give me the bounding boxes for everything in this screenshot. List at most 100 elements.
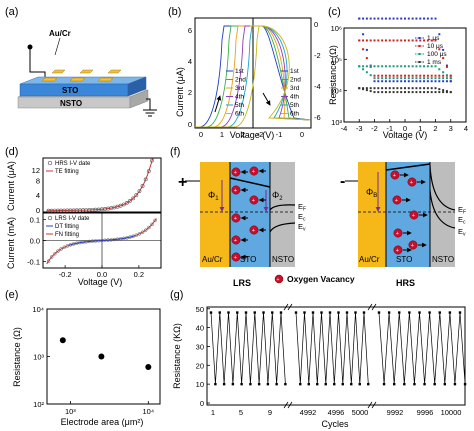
f-phi1-label: Φ1 xyxy=(208,190,219,202)
d-top-ylabel: Current (μA) xyxy=(6,161,16,211)
label-nsto: NSTO xyxy=(60,99,82,108)
c-data-point xyxy=(430,77,433,80)
f-phiB-symbol: Φ xyxy=(366,187,373,197)
c-data-point xyxy=(434,74,437,77)
c-data-point xyxy=(388,77,391,80)
b-xtick: 2 xyxy=(241,130,245,139)
oxygen-vacancy-dot xyxy=(390,170,400,180)
f-lrs-ec-sub: c xyxy=(303,217,306,223)
f-hrs-ev-symbol: E xyxy=(458,227,463,236)
f-hrs-au-cr-label: Au/Cr xyxy=(359,255,380,264)
c-data-point xyxy=(407,74,410,77)
c-data-point xyxy=(438,74,441,77)
g-xtick: 9 xyxy=(268,408,272,417)
d-legend-te: TE fitting xyxy=(55,169,79,175)
panel-letter-d: (d) xyxy=(5,146,18,158)
oxygen-vacancy-charge: + xyxy=(234,170,237,176)
c-data-point xyxy=(434,17,437,20)
c-data-point xyxy=(426,39,429,42)
b-ytick: -2 xyxy=(314,51,321,60)
d-hrs-point xyxy=(134,193,139,198)
b-right-axes xyxy=(252,17,312,129)
c-data-point xyxy=(377,74,380,77)
b-right-curve xyxy=(256,25,311,121)
d-lrs-point xyxy=(140,230,145,234)
g-ytick: 50 xyxy=(196,305,204,314)
leader-au-cr xyxy=(54,37,61,56)
d-hrs-point xyxy=(150,158,154,163)
c-data-point xyxy=(392,74,395,77)
c-data-point xyxy=(365,71,368,74)
c-data-point xyxy=(358,17,361,20)
f-phi1-sub: 1 xyxy=(215,196,219,202)
c-legend-marker xyxy=(418,45,421,47)
b-legend-label: 1st xyxy=(235,68,244,75)
e-ytick: 10³ xyxy=(33,353,44,362)
f-lrs-ec-curve xyxy=(269,204,296,211)
e-ylabel: Resistance (Ω) xyxy=(12,327,22,387)
c-data-point xyxy=(404,74,406,77)
c-data-point xyxy=(442,74,445,77)
c-data-point xyxy=(362,39,365,42)
b-legend-label: 4th xyxy=(290,94,299,101)
c-legend-label: 10 μs xyxy=(427,43,444,50)
panel-e: (e) Resistance (Ω) Electrode area (μm²) … xyxy=(5,289,161,427)
c-data-point xyxy=(423,65,426,68)
d-lrs-point xyxy=(147,225,151,230)
f-hrs-nsto-region xyxy=(430,162,455,267)
c-data-point xyxy=(392,17,395,20)
c-data-point xyxy=(419,74,422,77)
c-ytick-label: 10³ xyxy=(331,118,342,127)
c-data-point xyxy=(373,17,376,20)
g-ytick: 30 xyxy=(196,342,204,351)
oxygen-vacancy-charge: + xyxy=(252,169,255,175)
b-right-curve xyxy=(256,25,311,121)
g-xtick: 10000 xyxy=(441,408,462,417)
c-data-point xyxy=(400,87,403,90)
oxygen-vacancy-charge: + xyxy=(396,231,399,237)
oxygen-vacancy-dot xyxy=(231,252,241,262)
d-hrs-point xyxy=(143,177,148,182)
c-data-point xyxy=(388,39,391,42)
b-xtick: 1 xyxy=(220,130,224,139)
c-data-point xyxy=(419,87,422,90)
d-hrs-point xyxy=(137,189,142,193)
c-data-point xyxy=(419,77,422,80)
f-hrs-ev: Ev xyxy=(458,227,466,238)
b-legend-label: 3rd xyxy=(290,85,300,92)
c-data-point xyxy=(423,17,426,20)
c-data-point xyxy=(396,87,399,90)
b-ytick: -4 xyxy=(314,82,321,91)
c-data-point xyxy=(388,91,391,94)
c-data-point xyxy=(396,74,399,77)
oxygen-vacancy-charge: + xyxy=(410,180,413,186)
e-ytick: 10⁴ xyxy=(32,305,44,314)
c-data-point xyxy=(392,39,395,42)
c-data-point xyxy=(415,74,418,77)
f-phi1-symbol: Φ xyxy=(208,190,215,200)
f-hrs-diagram: ΦB EF Ec Ev Au/Cr STO NSTO - +++++++ HRS xyxy=(340,162,466,288)
c-data-point xyxy=(430,91,433,94)
d-hrs-point xyxy=(140,184,145,188)
d-lrs-point xyxy=(68,243,73,247)
d-lrs-point xyxy=(137,232,142,236)
probe-dot xyxy=(27,44,33,50)
e-xlabel: Electrode area (μm²) xyxy=(61,417,144,427)
g-cycle-line xyxy=(295,312,369,385)
g-axis-break xyxy=(287,303,293,311)
f-phi2-sub: 2 xyxy=(279,196,283,202)
oxygen-vacancy-dot xyxy=(231,235,241,245)
c-data-point xyxy=(362,17,365,20)
c-data-point xyxy=(377,65,380,68)
c-data-point xyxy=(411,65,414,68)
f-hrs-ev-curve xyxy=(429,189,456,229)
c-data-point xyxy=(388,74,391,77)
c-data-point xyxy=(365,89,368,92)
oxygen-vacancy-dot xyxy=(407,177,417,187)
f-hrs-title: HRS xyxy=(396,278,415,288)
d-xtick: 0.2 xyxy=(134,270,144,279)
d-legend-fn: FN fitting xyxy=(55,232,79,238)
